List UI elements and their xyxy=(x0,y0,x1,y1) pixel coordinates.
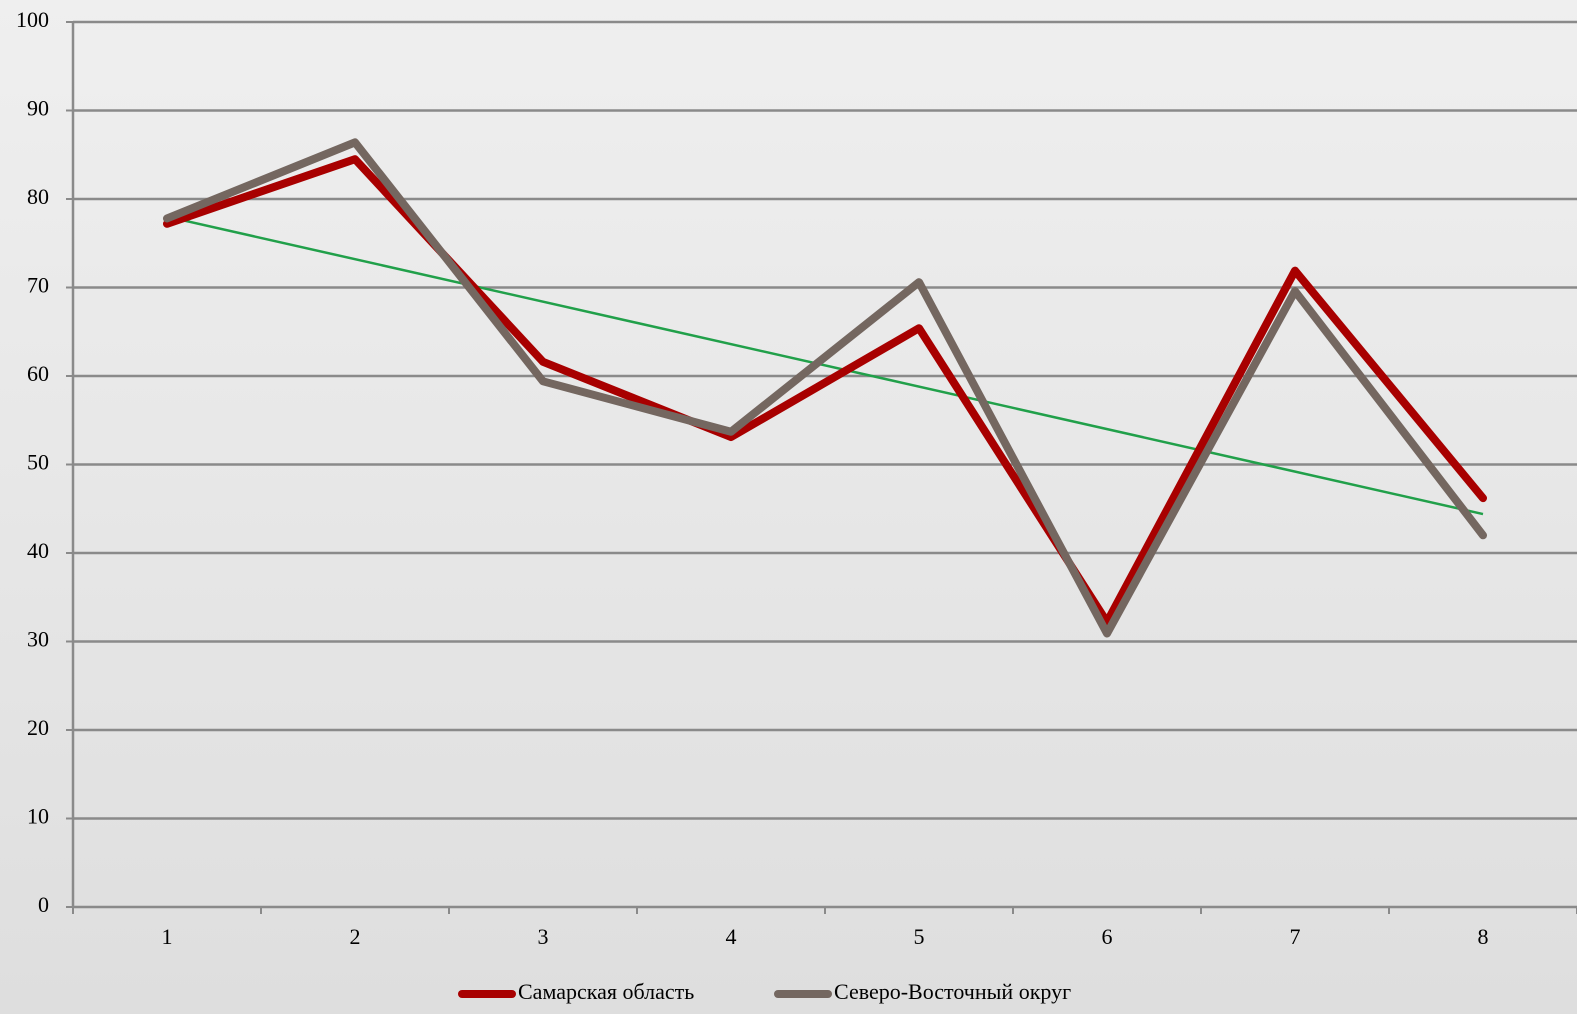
y-tick-label: 40 xyxy=(27,538,49,563)
series-line-2 xyxy=(163,138,1487,638)
data-point xyxy=(354,141,356,143)
series-line-1 xyxy=(163,155,1487,627)
x-tick-label: 2 xyxy=(350,924,361,949)
x-tick-label: 8 xyxy=(1478,924,1489,949)
legend: Самарская область Северо-Восточный округ xyxy=(458,979,1071,1004)
axes xyxy=(66,21,1577,914)
data-point xyxy=(166,223,168,225)
data-point xyxy=(1294,270,1296,272)
data-point xyxy=(918,281,920,283)
data-point xyxy=(1106,633,1108,635)
data-point xyxy=(730,431,732,433)
y-tick-label: 80 xyxy=(27,184,49,209)
x-tick-labels: 1 2 3 4 5 6 7 8 xyxy=(162,924,1489,949)
x-tick-label: 3 xyxy=(538,924,549,949)
legend-label: Самарская область xyxy=(518,979,694,1004)
y-tick-label: 70 xyxy=(27,273,49,298)
data-point xyxy=(1482,497,1484,499)
x-tick-label: 4 xyxy=(726,924,737,949)
x-tick-label: 7 xyxy=(1290,924,1301,949)
data-point xyxy=(730,436,732,438)
data-point xyxy=(166,217,168,219)
data-point xyxy=(1294,290,1296,292)
y-tick-labels: 0 10 20 30 40 50 60 70 80 90 100 xyxy=(16,7,49,917)
data-point xyxy=(1106,621,1108,623)
y-tick-label: 20 xyxy=(27,715,49,740)
grid-lines xyxy=(73,20,1577,820)
legend-label: Северо-Восточный округ xyxy=(834,979,1071,1004)
y-tick-label: 10 xyxy=(27,804,49,829)
data-point xyxy=(542,361,544,363)
data-point xyxy=(354,158,356,160)
data-point xyxy=(542,380,544,382)
y-tick-label: 60 xyxy=(27,361,49,386)
x-tick-label: 1 xyxy=(162,924,173,949)
trendline xyxy=(166,215,1484,516)
y-tick-label: 50 xyxy=(27,450,49,475)
y-tick-label: 0 xyxy=(38,892,49,917)
data-point xyxy=(1482,534,1484,536)
y-tick-label: 90 xyxy=(27,96,49,121)
trendline xyxy=(166,215,1484,516)
x-tick-label: 6 xyxy=(1102,924,1113,949)
data-point xyxy=(918,327,920,329)
x-tick-label: 5 xyxy=(914,924,925,949)
y-tick-label: 100 xyxy=(16,7,49,32)
y-tick-label: 30 xyxy=(27,627,49,652)
series-lines xyxy=(163,138,1487,638)
